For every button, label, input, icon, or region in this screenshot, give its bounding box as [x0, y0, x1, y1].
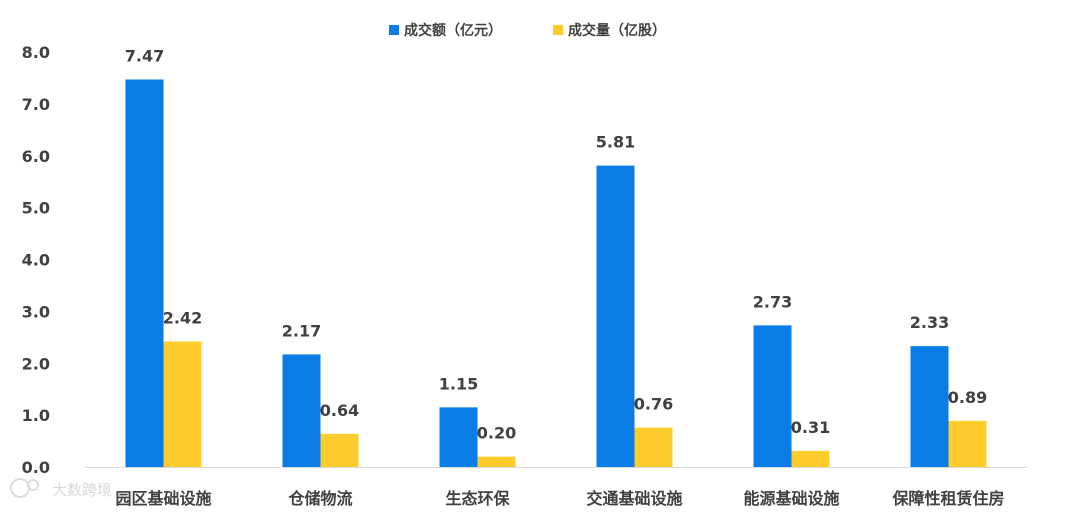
data-label-series-1: 5.81: [596, 133, 635, 152]
x-category-label: 生态环保: [445, 489, 510, 508]
data-label-series-1: 2.33: [910, 313, 949, 332]
legend: 成交额（亿元） 成交量（亿股）: [389, 22, 666, 39]
bar-series-1: [282, 354, 321, 467]
legend-label-series-1: 成交额（亿元）: [404, 22, 502, 39]
x-axis-labels: 园区基础设施 仓储物流 生态环保 交通基础设施 能源基础设施 保障性租赁住房: [115, 489, 1004, 508]
y-axis: 0.0 1.0 2.0 3.0 4.0 5.0 6.0 7.0 8.0: [22, 43, 50, 477]
y-tick-label: 6.0: [22, 147, 50, 166]
bar-series-2: [477, 456, 516, 467]
x-category-label: 仓储物流: [287, 489, 352, 508]
legend-swatch-series-2: [553, 25, 563, 35]
data-label-series-2: 0.76: [634, 395, 673, 414]
x-category-label: 能源基础设施: [743, 489, 839, 508]
x-category-label: 园区基础设施: [115, 489, 211, 508]
x-category-label: 交通基础设施: [586, 489, 682, 508]
legend-label-series-2: 成交量（亿股）: [568, 22, 666, 39]
bar-series-1: [753, 325, 792, 467]
bar-series-2: [791, 450, 830, 467]
bar-series-2: [163, 341, 202, 467]
y-tick-label: 3.0: [22, 302, 50, 321]
bar-series-1: [439, 407, 478, 467]
legend-swatch-series-1: [389, 25, 399, 35]
bar-series-1: [125, 79, 164, 468]
watermark: 大数跨境: [10, 478, 112, 499]
data-label-series-2: 0.31: [791, 418, 830, 437]
data-label-series-2: 0.89: [948, 388, 987, 407]
x-category-label: 保障性租赁住房: [891, 489, 1004, 508]
data-label-series-1: 2.73: [753, 292, 792, 311]
bar-series-2: [320, 433, 359, 467]
bar-series-1: [596, 165, 635, 467]
data-label-series-1: 7.47: [125, 46, 164, 65]
watermark-text: 大数跨境: [52, 481, 112, 499]
y-tick-label: 2.0: [22, 354, 50, 373]
data-label-series-2: 0.20: [477, 424, 516, 443]
y-tick-label: 5.0: [22, 199, 50, 218]
logo-icon: [10, 478, 39, 498]
data-label-series-1: 2.17: [282, 321, 321, 340]
bar-series-2: [634, 427, 673, 467]
bar-series-1: [910, 346, 949, 467]
bars: 7.47 2.42 2.17 0.64 1.15 0.20 5.81 0.76 2.73 0.31…: [125, 46, 987, 468]
y-tick-label: 1.0: [22, 406, 50, 425]
data-label-series-1: 1.15: [439, 374, 478, 393]
y-tick-label: 0.0: [22, 458, 50, 477]
bar-series-2: [948, 420, 987, 467]
y-tick-label: 4.0: [22, 251, 50, 270]
data-label-series-2: 2.42: [163, 308, 202, 327]
y-tick-label: 7.0: [22, 95, 50, 114]
data-label-series-2: 0.64: [320, 401, 359, 420]
y-tick-label: 8.0: [22, 43, 50, 62]
